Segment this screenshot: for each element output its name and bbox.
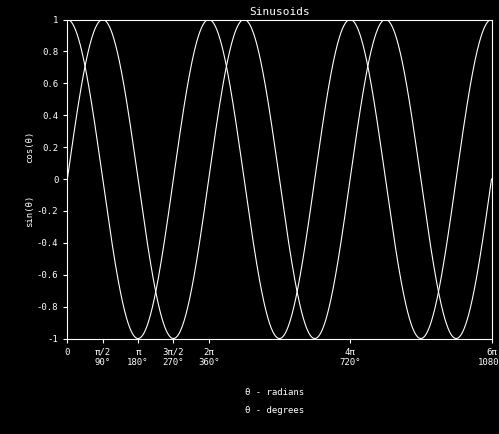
Text: sin(θ): sin(θ) xyxy=(24,195,34,227)
Text: cos(θ): cos(θ) xyxy=(24,131,34,163)
Text: θ - degrees: θ - degrees xyxy=(245,406,304,414)
Text: θ - radians: θ - radians xyxy=(245,388,304,397)
Title: Sinusoids: Sinusoids xyxy=(249,7,310,17)
